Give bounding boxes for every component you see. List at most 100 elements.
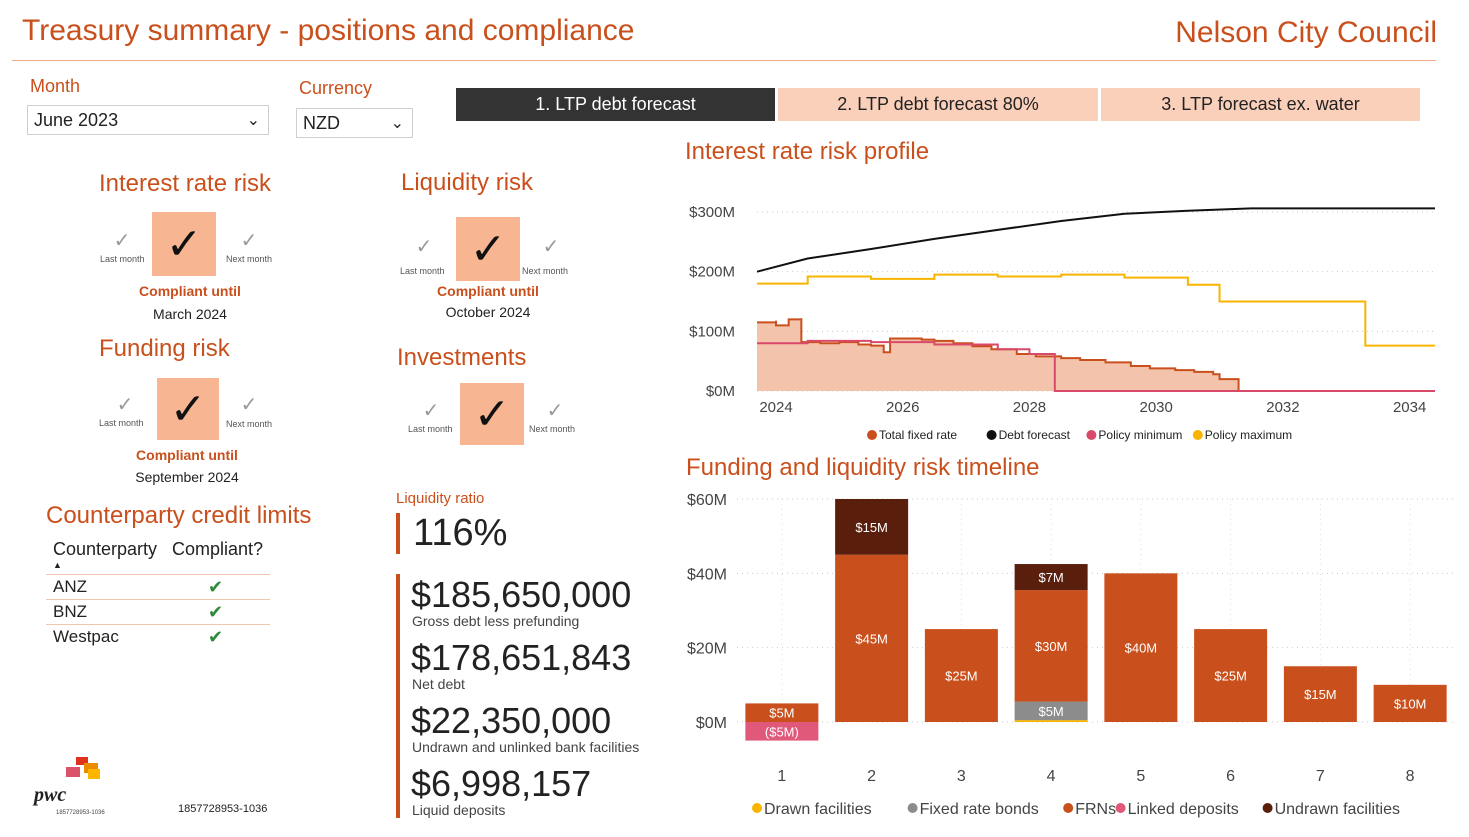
data-label: $15M [855, 520, 888, 535]
series-line [756, 207, 1435, 273]
sort-ascending-icon[interactable]: ▲ [53, 560, 62, 570]
kpi-value: $6,998,157 [411, 763, 592, 804]
legend-label: Linked deposits [1128, 801, 1239, 818]
fixed-rate-area [757, 318, 1435, 391]
tab-ltp-debt-forecast-80[interactable]: 2. LTP debt forecast 80% [778, 88, 1098, 121]
x-tick-label: 2 [867, 768, 876, 785]
bar-segment [835, 499, 909, 555]
bar-segment [1014, 720, 1088, 722]
kpi-label: Net debt [412, 676, 465, 692]
page-title: Treasury summary - positions and complia… [22, 14, 635, 47]
legend-marker [1115, 803, 1126, 813]
x-tick-label: 2030 [1140, 399, 1173, 416]
data-label: $45M [855, 631, 888, 646]
y-tick-label: $20M [687, 641, 727, 658]
liquidity-ratio-value: 116% [413, 512, 508, 554]
x-tick-label: 2028 [1013, 399, 1046, 416]
bar-segment [745, 722, 819, 741]
tab-ltp-forecast-ex-water[interactable]: 3. LTP forecast ex. water [1101, 88, 1420, 121]
x-tick-label: 2034 [1393, 399, 1426, 416]
bar-segment [1283, 666, 1357, 722]
x-tick-label: 3 [957, 768, 966, 785]
funding-liquidity-chart: $5M ($5M) $45M $15M $25M $5M $30M $7M $40M $25M $1… [687, 492, 1455, 818]
data-label: $25M [1214, 669, 1247, 684]
checkmark-icon: ✓ [460, 383, 524, 445]
legend-marker [1192, 430, 1203, 440]
y-tick-label: $40M [687, 566, 727, 583]
x-tick-label: 2032 [1266, 399, 1299, 416]
x-tick-label: 6 [1226, 768, 1235, 785]
check-icon: ✓ [422, 400, 440, 422]
compliant-until-date: October 2024 [445, 304, 531, 320]
checkmark-icon: ✓ [152, 212, 216, 276]
header-divider [12, 60, 1436, 61]
chevron-down-icon: ⌄ [246, 112, 260, 129]
y-tick-label: $300M [689, 204, 735, 221]
series-line [757, 339, 1435, 392]
check-icon: ✔ [208, 577, 224, 597]
table-row: Westpac ✔ [46, 624, 270, 649]
counterparty-name: Westpac [53, 627, 119, 646]
legend-label: Total fixed rate [879, 428, 957, 442]
y-tick-label: $60M [687, 492, 727, 509]
compliant-until-label: Compliant until [136, 447, 238, 463]
check-icon: ✓ [113, 230, 131, 252]
pwc-logo [62, 757, 102, 781]
column-header-counterparty[interactable]: Counterparty [53, 539, 158, 559]
x-tick-label: 1 [777, 768, 786, 785]
legend-marker [867, 430, 877, 440]
checkmark-icon: ✓ [157, 378, 219, 440]
x-tick-label: 7 [1316, 768, 1325, 785]
liquidity-risk-title: Liquidity risk [401, 169, 534, 196]
investments-title: Investments [397, 344, 527, 371]
legend-label: Policy minimum [1098, 428, 1182, 442]
tab-ltp-debt-forecast[interactable]: 1. LTP debt forecast [456, 88, 775, 121]
bar-segment [745, 703, 819, 722]
month-value: June 2023 [34, 110, 119, 130]
data-label: $30M [1035, 639, 1068, 654]
compliant-until-date: March 2024 [153, 306, 227, 322]
x-tick-label: 4 [1047, 768, 1056, 785]
y-tick-label: $200M [689, 264, 735, 281]
funding-risk-title: Funding risk [99, 335, 230, 362]
month-label: Month [30, 76, 81, 96]
data-label: $25M [945, 669, 978, 684]
check-icon: ✔ [208, 602, 224, 622]
x-tick-label: 2026 [886, 399, 919, 416]
currency-dropdown[interactable]: NZD ⌄ [296, 108, 413, 138]
bar-segment [835, 554, 909, 722]
y-tick-label: $0M [706, 383, 735, 400]
bar-segment [1014, 701, 1088, 721]
kpi-value: $178,651,843 [411, 637, 632, 678]
chevron-down-icon: ⌄ [390, 115, 404, 132]
legend-marker [1262, 803, 1273, 813]
last-month-label: Last month [400, 266, 445, 276]
next-month-label: Next month [226, 254, 273, 264]
legend-label: Fixed rate bonds [920, 801, 1039, 818]
legend-label: Debt forecast [999, 428, 1071, 442]
legend-label: Policy maximum [1205, 428, 1292, 442]
table-row: BNZ ✔ [46, 599, 270, 624]
data-label: $10M [1394, 696, 1427, 711]
checkmark-icon: ✓ [456, 217, 520, 281]
compliant-until-label: Compliant until [437, 283, 539, 299]
accent-bar [396, 513, 400, 554]
logo-ref: 1857728953-1036 [56, 810, 105, 816]
next-month-label: Next month [226, 419, 273, 429]
check-icon: ✓ [240, 394, 258, 416]
last-month-label: Last month [100, 254, 145, 264]
client-name: Nelson City Council [1175, 16, 1437, 49]
y-tick-label: $100M [689, 323, 735, 340]
legend-marker [986, 430, 997, 440]
x-tick-label: 8 [1406, 768, 1415, 785]
legend-marker [752, 803, 762, 813]
currency-value: NZD [303, 113, 340, 133]
document-ref: 1857728953-1036 [178, 803, 268, 815]
bar-segment [1014, 590, 1088, 702]
column-header-compliant[interactable]: Compliant? [172, 539, 264, 559]
x-tick-label: 5 [1136, 768, 1145, 785]
data-label: $5M [769, 706, 794, 721]
next-month-label: Next month [522, 266, 569, 276]
month-dropdown[interactable]: June 2023 ⌄ [27, 105, 269, 135]
legend-label: Undrawn facilities [1275, 801, 1400, 818]
